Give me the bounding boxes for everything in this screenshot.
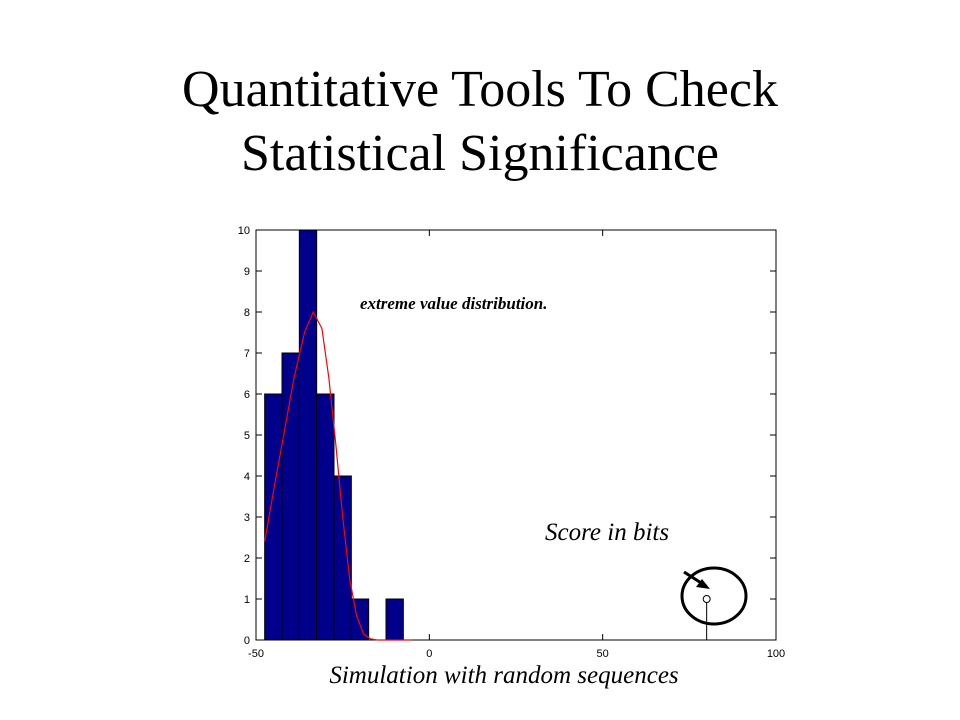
outlier-highlight-circle: [680, 566, 748, 626]
y-tick-label: 5: [244, 430, 250, 442]
outlier-stem: [702, 595, 711, 640]
y-tick-label: 6: [244, 389, 250, 401]
histogram-bar: [385, 598, 404, 641]
title-line-2: Statistical Significance: [241, 125, 719, 182]
y-tick-label: 0: [244, 635, 250, 647]
y-tick-label: 2: [244, 553, 250, 565]
y-tick-label: 4: [244, 471, 250, 483]
y-tick-label: 10: [238, 225, 250, 237]
curve-annotation: extreme value distribution.: [360, 294, 547, 313]
chart-caption: Simulation with random sequences: [329, 662, 678, 689]
y-tick-label: 9: [244, 266, 250, 278]
slide-title: Quantitative Tools To Check Statistical …: [0, 58, 960, 186]
histogram-bar: [264, 393, 283, 641]
x-tick-label: 100: [767, 648, 785, 660]
score-annotation: Score in bits: [545, 519, 669, 546]
y-tick-label: 1: [244, 594, 250, 606]
y-tick-label: 7: [244, 348, 250, 360]
x-tick-label: -50: [248, 648, 264, 660]
x-tick-label: 0: [426, 648, 432, 660]
outlier-marker: [702, 595, 711, 603]
y-tick-label: 8: [244, 307, 250, 319]
histogram-bar: [316, 393, 335, 641]
title-line-1: Quantitative Tools To Check: [182, 61, 778, 118]
histogram-bars: [264, 229, 404, 641]
extreme-value-curve: [264, 310, 412, 641]
histogram-bar: [350, 598, 370, 641]
annotation-arrow-head: [696, 579, 710, 589]
histogram-bar: [333, 475, 352, 641]
y-tick-label: 3: [244, 512, 250, 524]
histogram-bar: [298, 229, 318, 641]
x-tick-label: 50: [597, 648, 609, 660]
